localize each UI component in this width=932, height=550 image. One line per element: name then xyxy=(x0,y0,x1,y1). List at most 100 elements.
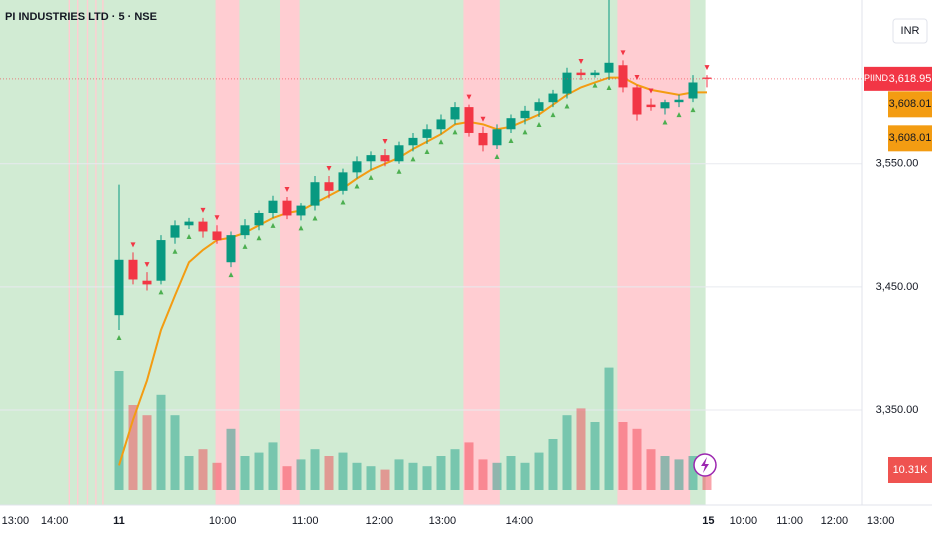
buy-signal xyxy=(256,235,262,241)
session-band xyxy=(102,0,104,505)
x-tick-label: 11:00 xyxy=(776,515,803,527)
buy-signal xyxy=(368,174,374,180)
candle-body xyxy=(156,240,166,281)
candle-body xyxy=(590,72,600,76)
volume-bar xyxy=(240,456,250,490)
volume-bar xyxy=(632,428,642,490)
candle-body xyxy=(660,102,670,109)
session-band xyxy=(280,0,300,505)
candle-body xyxy=(450,107,460,120)
candle-body xyxy=(170,225,180,238)
buy-signal xyxy=(536,121,542,127)
buy-signal xyxy=(592,82,598,88)
volume-bar xyxy=(562,415,572,490)
volume-bar xyxy=(576,408,586,490)
volume-bar xyxy=(520,462,530,490)
candle-body xyxy=(128,259,138,280)
volume-bar xyxy=(212,462,222,490)
candle-body xyxy=(506,118,516,130)
volume-bar xyxy=(184,456,194,490)
candle-body xyxy=(366,155,376,162)
volume-bar xyxy=(310,449,320,490)
buy-signal xyxy=(242,243,248,249)
sell-signal xyxy=(466,94,472,100)
sell-signal xyxy=(634,74,640,80)
buy-signal xyxy=(452,129,458,135)
sell-signal xyxy=(284,186,290,192)
x-tick-label: 14:00 xyxy=(506,515,534,527)
candle-body xyxy=(296,205,306,216)
last-price-tag xyxy=(888,66,932,91)
buy-signal xyxy=(676,112,682,118)
buy-signal xyxy=(312,215,318,221)
buy-signal xyxy=(340,199,346,205)
candle-body xyxy=(408,137,418,146)
symbol-label: PIIND xyxy=(864,73,889,83)
volume-bar xyxy=(688,456,698,490)
volume-bar xyxy=(660,456,670,490)
volume-bar xyxy=(254,452,264,490)
candle-body xyxy=(380,155,390,162)
sell-signal xyxy=(578,58,584,64)
x-tick-label: 14:00 xyxy=(41,515,69,527)
candle-body xyxy=(184,221,194,226)
buy-signal xyxy=(354,183,360,189)
volume-bar xyxy=(338,452,348,490)
session-band xyxy=(95,0,97,505)
candle-body xyxy=(604,62,614,73)
candle-body xyxy=(352,161,362,173)
candle-body xyxy=(212,231,222,241)
candle-body xyxy=(464,107,474,133)
x-tick-label: 13:00 xyxy=(429,515,457,527)
sell-signal xyxy=(620,50,626,56)
sell-signal xyxy=(480,116,486,122)
x-tick-label: 10:00 xyxy=(730,515,758,527)
buy-signal xyxy=(690,107,696,113)
candle-body xyxy=(324,182,334,191)
x-tick-label: 12:00 xyxy=(366,515,394,527)
y-tick-label: 3,350.00 xyxy=(876,404,919,416)
candle-body xyxy=(394,145,404,162)
x-tick-label: 10:00 xyxy=(209,515,237,527)
volume-bar xyxy=(198,449,208,490)
candle-body xyxy=(226,235,236,263)
candle-body xyxy=(688,82,698,99)
sell-signal xyxy=(704,65,710,71)
volume-tag xyxy=(888,457,932,483)
volume-bar xyxy=(268,442,278,490)
currency[interactable]: INR xyxy=(901,25,920,37)
candle-body xyxy=(674,99,684,103)
candle-body xyxy=(198,221,208,232)
chart-title: PI INDUSTRIES LTD · 5 · NSE xyxy=(5,11,157,23)
session-band xyxy=(77,0,79,505)
candle-body xyxy=(534,102,544,111)
volume-bar xyxy=(296,459,306,490)
ema-price-label: 3,608.01 xyxy=(889,98,932,110)
buy-signal xyxy=(270,222,276,228)
volume-bar xyxy=(478,459,488,490)
x-tick-label: 11:00 xyxy=(292,515,319,527)
x-tick-label: 15 xyxy=(702,515,714,527)
volume-bar xyxy=(492,462,502,490)
candle-body xyxy=(338,172,348,191)
candle-body xyxy=(492,129,502,146)
candle-body xyxy=(646,104,656,108)
volume-bar xyxy=(366,466,376,490)
candle-body xyxy=(254,212,264,226)
volume-bar xyxy=(548,439,558,490)
volume-bar xyxy=(646,449,656,490)
buy-signal xyxy=(186,233,192,239)
buy-signal xyxy=(228,272,234,278)
volume-bar xyxy=(450,449,460,490)
volume-bar xyxy=(394,459,404,490)
x-tick-label: 13:00 xyxy=(867,515,895,527)
sell-signal xyxy=(144,262,150,268)
currency-box[interactable] xyxy=(892,18,928,44)
volume-bar xyxy=(324,456,334,490)
volume-bar xyxy=(170,415,180,490)
candle-body xyxy=(520,110,530,119)
candle-body xyxy=(268,200,278,213)
buy-signal xyxy=(438,139,444,145)
candle-body xyxy=(310,182,320,206)
volume-bar xyxy=(674,459,684,490)
